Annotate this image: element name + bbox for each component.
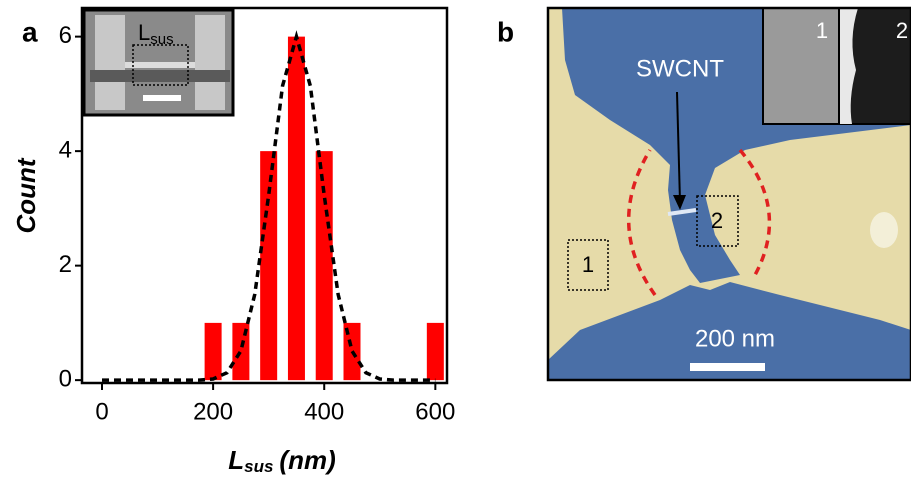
dotted-box [567,239,609,291]
trench [90,70,230,82]
y-tick-label: 2 [59,251,72,278]
y-tick-label: 6 [59,22,72,49]
fit-curve [102,30,436,382]
inset-label: 1 [816,18,828,43]
inset-label: 2 [896,18,908,43]
dotted-box [696,195,739,247]
image-frame [546,6,911,382]
electrode [195,15,225,110]
arrowhead [673,195,686,210]
panel-label: a [22,16,38,47]
inset-label: Lsus [138,20,174,48]
plot [102,30,444,382]
x-label-unit: (nm) [279,445,335,475]
scale-bar [143,95,181,101]
dotted-box [132,44,189,86]
x-label-main: L [228,445,244,475]
arrow [676,91,681,203]
axis-frame [80,6,449,385]
inset-a: Lsus [82,8,235,117]
y-tick-label: 0 [59,365,72,392]
x-tick-label: 200 [193,398,233,425]
bar [426,322,444,381]
x-tick-label: 400 [304,398,344,425]
x-tick-label: 0 [95,398,108,425]
panel-label: b [497,16,514,47]
edge [840,8,858,124]
bar [315,151,333,381]
bar [260,151,278,381]
gap-arc [626,149,657,297]
bridge [125,62,195,68]
bar [204,322,222,381]
scale-bar [690,363,765,371]
x-tick-label: 600 [415,398,455,425]
panel-b: b SWCNT 2 1 200 nm 1 2 [497,6,911,382]
x-label-sub: sus [244,457,273,476]
inset-label-main: L [138,20,150,45]
x-axis-label: Lsus (nm) [228,445,336,477]
y-tick-label: 4 [59,136,72,163]
particle [870,212,898,248]
region-label: 1 [582,252,594,277]
bar [287,36,305,381]
electrode [95,15,125,110]
scale-bar-label: 200 nm [695,325,775,352]
inset-image [762,7,840,125]
gap-arc [738,148,772,276]
bar [232,322,250,381]
nanotube [667,208,697,216]
inset-label-sub: sus [150,31,173,48]
substrate-region [548,282,911,380]
region-label: 2 [711,208,723,233]
nanotube-label: SWCNT [636,55,724,82]
y-axis-label: Count [11,157,41,233]
